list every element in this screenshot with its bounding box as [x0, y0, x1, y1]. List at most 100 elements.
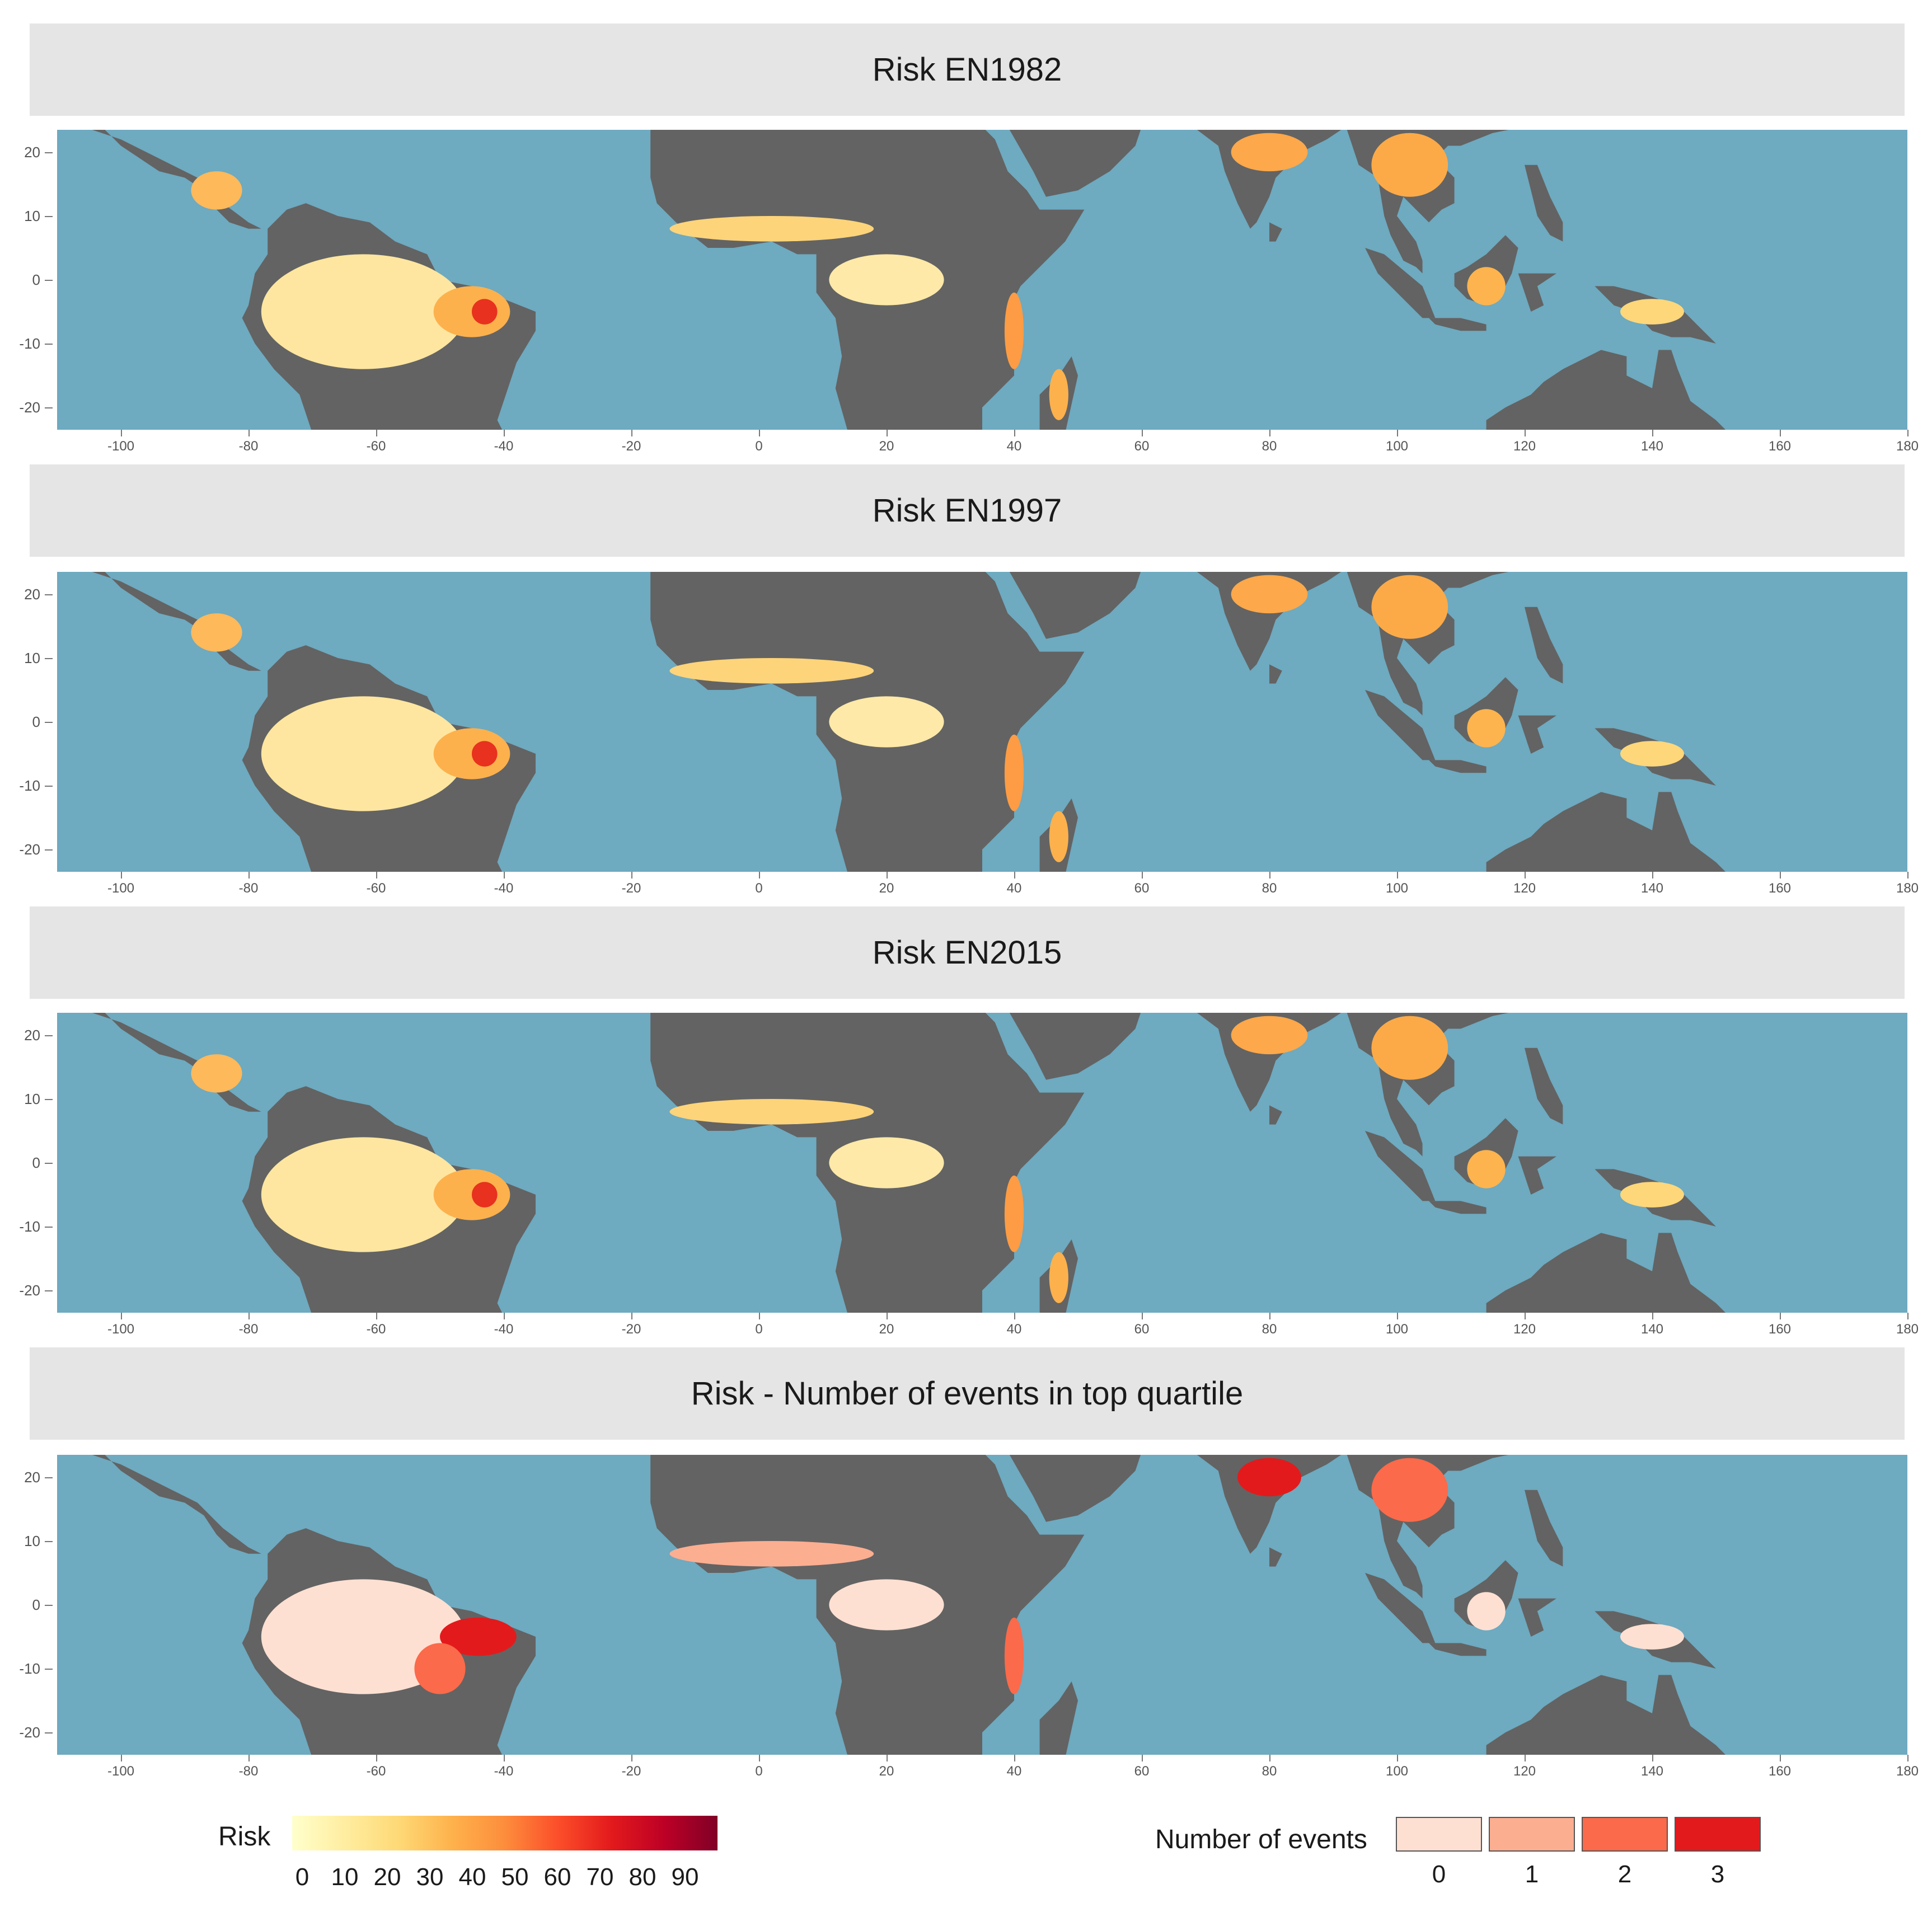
x-tick-label: -60 — [366, 1764, 386, 1779]
land-shape — [1525, 1047, 1563, 1125]
risk-legend-title: Risk — [218, 1822, 271, 1852]
x-tick-label: 0 — [755, 881, 763, 896]
x-tick-mark — [1780, 430, 1781, 436]
x-tick-mark — [631, 1755, 632, 1761]
y-tick-mark — [45, 407, 53, 409]
map-panel-2 — [57, 572, 1907, 872]
risk-legend-label: 20 — [373, 1863, 401, 1891]
y-tick-mark — [45, 1605, 53, 1606]
risk-area — [1049, 369, 1068, 420]
x-tick-mark — [1014, 1755, 1015, 1761]
risk-legend-label: 40 — [458, 1863, 486, 1891]
x-tick-mark — [1142, 1313, 1143, 1319]
x-tick-mark — [1525, 430, 1526, 436]
events-legend-label: 2 — [1617, 1861, 1632, 1888]
x-tick-mark — [1652, 430, 1653, 436]
y-tick-mark — [45, 1669, 53, 1670]
y-tick-mark — [45, 1227, 53, 1228]
x-tick-mark — [759, 1313, 760, 1319]
land-shape — [1525, 1490, 1563, 1567]
y-tick-label: 0 — [32, 1154, 40, 1171]
x-tick-label: -100 — [107, 1322, 135, 1337]
y-tick-mark — [45, 215, 53, 217]
land-shape — [1365, 1131, 1436, 1201]
y-tick-mark — [45, 722, 53, 723]
risk-legend-label: 70 — [586, 1863, 614, 1891]
land-shape — [1039, 1681, 1078, 1755]
risk-area — [1467, 1150, 1506, 1188]
land-shape — [1518, 1598, 1556, 1637]
x-tick-mark — [504, 1313, 505, 1319]
risk-area — [829, 254, 944, 306]
land-shape — [1269, 222, 1282, 242]
map-panel-1 — [57, 130, 1907, 430]
x-tick-label: 180 — [1896, 439, 1919, 454]
x-tick-mark — [887, 872, 888, 879]
events-legend-swatch — [1489, 1817, 1575, 1852]
map-svg-1 — [92, 130, 1726, 430]
y-tick-label: 0 — [32, 1596, 40, 1613]
map-svg-4 — [92, 1455, 1726, 1755]
land-shape — [1365, 1573, 1436, 1643]
x-tick-label: -60 — [366, 439, 386, 454]
panel-title-2: Risk EN1997 — [872, 492, 1062, 529]
land-shape — [1518, 1156, 1556, 1195]
land-shape — [92, 1455, 261, 1554]
x-tick-label: -80 — [238, 881, 259, 896]
x-tick-label: 20 — [879, 1322, 894, 1337]
risk-area — [1467, 709, 1506, 748]
x-tick-label: 160 — [1768, 439, 1792, 454]
x-tick-label: -80 — [238, 439, 259, 454]
risk-area — [472, 1182, 498, 1208]
land-shape — [1518, 273, 1556, 312]
y-tick-label: 10 — [24, 1090, 40, 1107]
x-tick-mark — [1525, 1313, 1526, 1319]
risk-area — [472, 299, 498, 325]
x-tick-mark — [1269, 1313, 1270, 1319]
events-legend-swatch — [1396, 1817, 1482, 1852]
y-tick-mark — [45, 1035, 53, 1036]
land-shape — [1429, 760, 1486, 773]
x-tick-label: 60 — [1134, 1322, 1150, 1337]
panel-header-1: Risk EN1982 — [30, 24, 1905, 116]
y-tick-label: -10 — [19, 1660, 40, 1678]
x-tick-mark — [631, 1313, 632, 1319]
x-tick-mark — [248, 430, 250, 436]
land-shape — [1269, 1547, 1282, 1567]
risk-area — [440, 1617, 517, 1656]
x-tick-label: 60 — [1134, 439, 1150, 454]
x-tick-label: 120 — [1513, 439, 1536, 454]
x-tick-mark — [887, 1313, 888, 1319]
x-tick-label: 160 — [1768, 1322, 1792, 1337]
y-tick-mark — [45, 280, 53, 281]
risk-area — [1620, 741, 1684, 767]
x-tick-label: -40 — [494, 881, 514, 896]
x-tick-mark — [248, 1755, 250, 1761]
x-tick-label: 140 — [1640, 439, 1664, 454]
y-tick-label: 10 — [24, 649, 40, 666]
x-tick-mark — [248, 1313, 250, 1319]
panel-title-3: Risk EN2015 — [872, 934, 1062, 971]
events-legend-label: 0 — [1432, 1861, 1446, 1888]
land-shape — [1429, 1643, 1486, 1656]
x-tick-mark — [121, 1755, 122, 1761]
x-tick-label: 140 — [1640, 1764, 1664, 1779]
y-tick-label: -10 — [19, 335, 40, 353]
x-tick-label: -20 — [621, 439, 641, 454]
x-tick-mark — [1397, 1755, 1398, 1761]
x-tick-label: 80 — [1262, 881, 1277, 896]
x-tick-mark — [631, 430, 632, 436]
y-tick-mark — [45, 1163, 53, 1164]
y-tick-mark — [45, 1477, 53, 1478]
x-tick-label: 20 — [879, 439, 894, 454]
land-shape — [1009, 572, 1141, 639]
x-tick-mark — [1397, 872, 1398, 879]
x-tick-mark — [1269, 872, 1270, 879]
x-tick-mark — [1907, 872, 1908, 879]
risk-area — [1049, 811, 1068, 862]
risk-area — [669, 657, 874, 684]
panel-header-4: Risk - Number of events in top quartile — [30, 1347, 1905, 1440]
land-shape — [1009, 130, 1141, 197]
risk-area — [1231, 1016, 1308, 1055]
y-tick-label: 20 — [24, 143, 40, 161]
